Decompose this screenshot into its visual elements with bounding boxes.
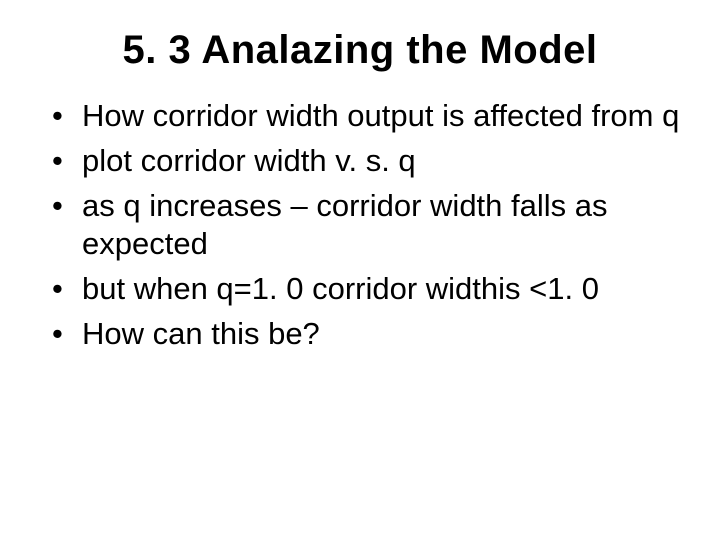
list-item: but when q=1. 0 corridor widthis <1. 0 (48, 270, 680, 309)
list-item: plot corridor width v. s. q (48, 142, 680, 181)
slide-title: 5. 3 Analazing the Model (40, 28, 680, 73)
list-item: as q increases – corridor width falls as… (48, 187, 680, 265)
slide: 5. 3 Analazing the Model How corridor wi… (0, 0, 720, 540)
bullet-list: How corridor width output is affected fr… (48, 97, 680, 354)
list-item: How can this be? (48, 315, 680, 354)
list-item: How corridor width output is affected fr… (48, 97, 680, 136)
